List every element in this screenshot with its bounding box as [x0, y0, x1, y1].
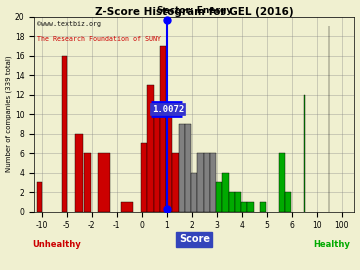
- Bar: [197, 153, 204, 211]
- Bar: [185, 124, 191, 211]
- Bar: [210, 153, 216, 211]
- Bar: [172, 153, 179, 211]
- Y-axis label: Number of companies (339 total): Number of companies (339 total): [5, 56, 12, 172]
- Bar: [235, 192, 241, 211]
- Bar: [260, 202, 266, 211]
- Bar: [37, 182, 42, 211]
- Bar: [147, 85, 154, 211]
- Bar: [279, 153, 285, 211]
- Bar: [154, 104, 160, 211]
- Bar: [141, 143, 147, 211]
- Text: The Research Foundation of SUNY: The Research Foundation of SUNY: [37, 36, 161, 42]
- Bar: [75, 134, 84, 211]
- Bar: [285, 192, 291, 211]
- Bar: [247, 202, 254, 211]
- Bar: [191, 173, 197, 211]
- Bar: [204, 153, 210, 211]
- Bar: [121, 202, 133, 211]
- Text: 1.0072: 1.0072: [152, 105, 184, 114]
- Text: ©www.textbiz.org: ©www.textbiz.org: [37, 21, 102, 26]
- X-axis label: Score: Score: [179, 234, 210, 244]
- Bar: [222, 173, 229, 211]
- Bar: [160, 46, 166, 211]
- Bar: [62, 56, 67, 211]
- Text: Unhealthy: Unhealthy: [32, 239, 81, 249]
- Bar: [241, 202, 247, 211]
- Bar: [216, 182, 222, 211]
- Bar: [179, 124, 185, 211]
- Bar: [166, 104, 172, 211]
- Text: Healthy: Healthy: [314, 239, 351, 249]
- Bar: [84, 153, 91, 211]
- Bar: [98, 153, 111, 211]
- Bar: [303, 94, 305, 211]
- Bar: [229, 192, 235, 211]
- Text: Sector: Energy: Sector: Energy: [157, 6, 232, 15]
- Title: Z-Score Histogram for GEL (2016): Z-Score Histogram for GEL (2016): [95, 7, 294, 17]
